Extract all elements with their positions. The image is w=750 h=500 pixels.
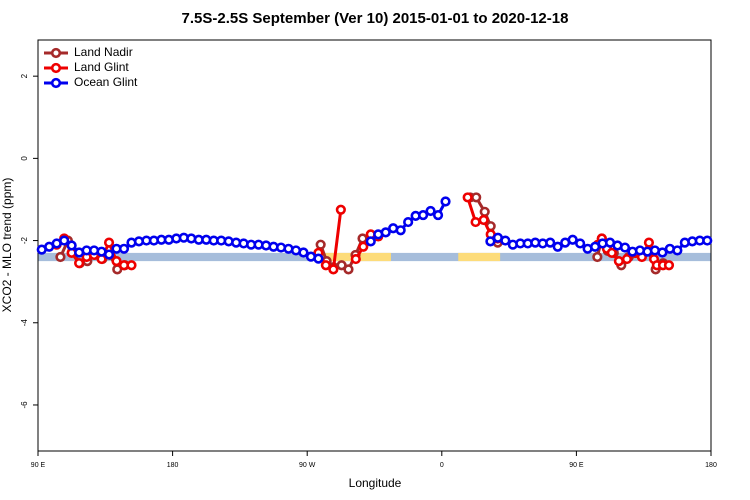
data-point [672, 245, 683, 256]
data-point [59, 235, 70, 246]
data-point [343, 264, 354, 275]
data-point [657, 247, 668, 258]
data-point [432, 209, 444, 221]
data-point [418, 209, 429, 221]
data-point [380, 227, 391, 238]
data-point [298, 247, 309, 258]
x-axis-label: Longitude [349, 476, 402, 490]
data-point [479, 206, 490, 217]
y-tick-label: -2 [20, 236, 29, 244]
data-point [621, 253, 633, 265]
chart-title: 7.5S-2.5S September (Ver 10) 2015-01-01 … [182, 10, 569, 27]
data-point [500, 235, 511, 246]
land-band [458, 252, 501, 262]
data-point [55, 251, 66, 263]
y-tick-label: -6 [20, 401, 29, 409]
data-point [425, 205, 436, 217]
x-tick-label: 180 [705, 462, 717, 469]
data-point [643, 237, 655, 248]
data-point [619, 242, 631, 253]
legend-marker [50, 47, 62, 59]
legend-marker [50, 62, 62, 74]
data-point [606, 247, 617, 258]
data-point [663, 260, 675, 271]
data-point [328, 264, 339, 275]
data-point [462, 192, 473, 203]
data-point [335, 204, 346, 215]
x-tick-label: 90 W [299, 462, 316, 469]
data-point [470, 216, 481, 228]
data-point [395, 225, 406, 236]
legend-label: Ocean Glint [74, 75, 138, 89]
legend-marker [50, 77, 62, 89]
data-point [315, 239, 326, 250]
y-tick-label: -4 [20, 319, 29, 327]
data-point [440, 196, 451, 207]
data-point [313, 253, 324, 264]
legend-label: Land Glint [74, 60, 129, 74]
data-point [118, 243, 130, 254]
data-point [66, 240, 77, 251]
x-tick-label: 90 E [569, 462, 584, 469]
x-tick-label: 180 [167, 462, 179, 469]
data-point [545, 237, 556, 248]
data-point [111, 256, 122, 267]
plot-frame [37, 39, 712, 452]
data-point [552, 241, 563, 252]
y-axis-label: XCO2 - MLO trend (ppm) [0, 178, 14, 313]
data-point [365, 236, 376, 247]
y-tick-label: 0 [20, 156, 29, 161]
data-point [358, 241, 369, 252]
y-tick-label: 2 [20, 73, 29, 78]
data-point [74, 258, 85, 269]
data-point [403, 216, 414, 228]
data-point [103, 249, 115, 260]
data-point [320, 260, 331, 271]
x-tick-label: 90 E [31, 462, 46, 469]
x-tick-label: 0 [440, 462, 444, 469]
data-point [478, 214, 489, 226]
data-point [575, 238, 586, 249]
data-point [126, 260, 137, 271]
legend-label: Land Nadir [74, 45, 133, 59]
data-point [592, 251, 603, 263]
data-point [336, 260, 347, 271]
data-point [613, 256, 624, 267]
data-point [471, 192, 482, 203]
data-point [702, 235, 713, 246]
data-point [350, 253, 361, 265]
data-point [103, 237, 115, 248]
data-point [485, 236, 496, 247]
data-point [567, 234, 578, 245]
